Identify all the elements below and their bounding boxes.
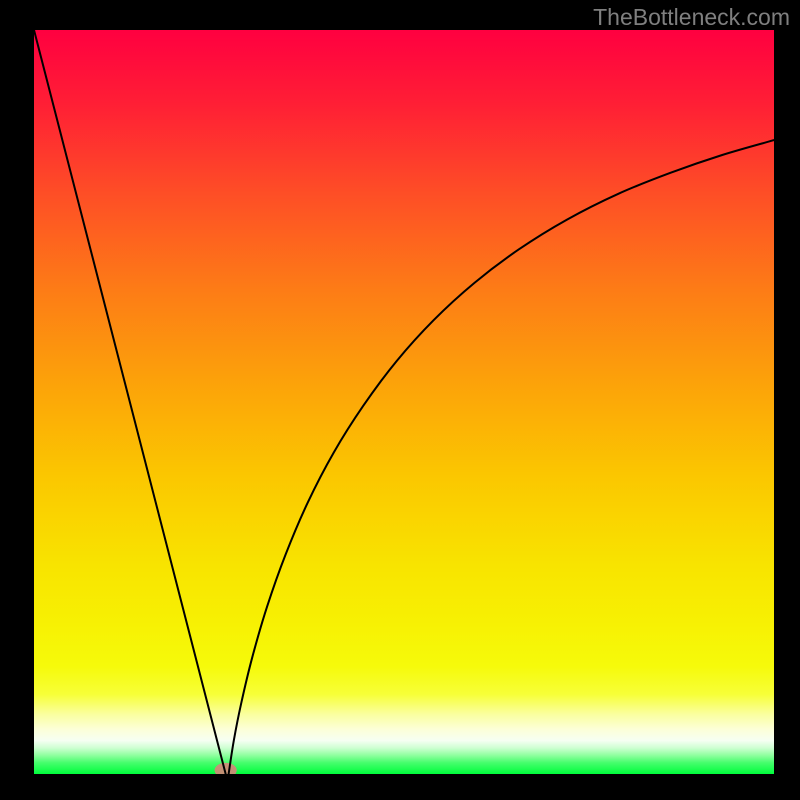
- gradient-background: [34, 30, 774, 774]
- bottleneck-plot: [34, 30, 774, 774]
- watermark-label: TheBottleneck.com: [593, 4, 790, 31]
- chart-frame: TheBottleneck.com: [0, 0, 800, 800]
